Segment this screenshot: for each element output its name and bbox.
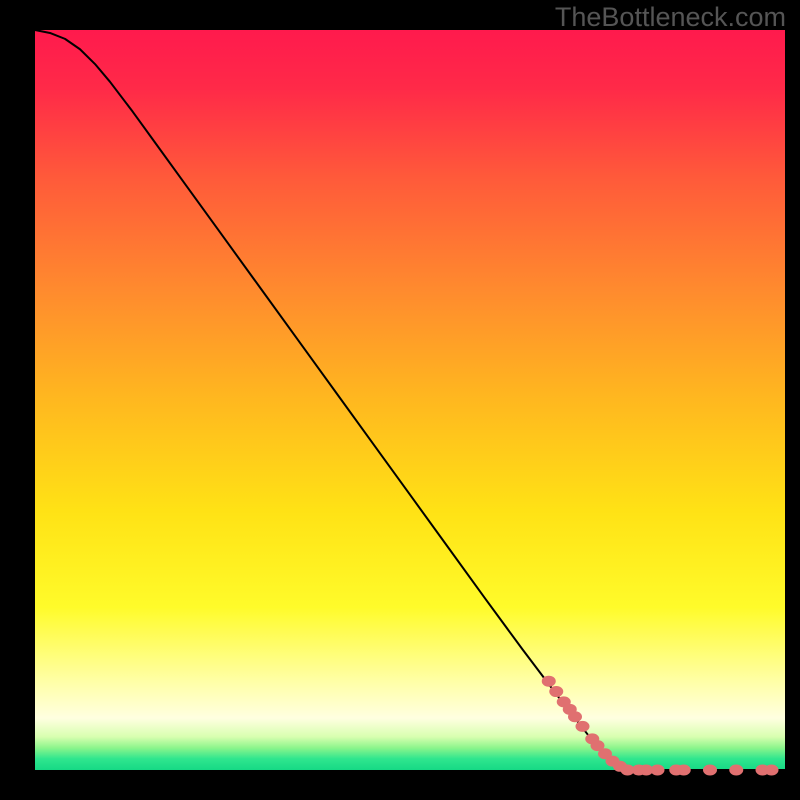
data-marker	[765, 765, 779, 776]
chart-svg	[35, 30, 785, 770]
data-marker	[576, 721, 590, 732]
data-marker	[703, 765, 717, 776]
data-marker	[729, 765, 743, 776]
bottleneck-curve	[35, 30, 785, 770]
data-marker	[651, 765, 665, 776]
plot-area	[35, 30, 785, 770]
watermark-label: TheBottleneck.com	[555, 2, 786, 33]
data-marker	[542, 676, 556, 687]
marker-group	[542, 676, 779, 776]
data-marker	[677, 765, 691, 776]
data-marker	[549, 686, 563, 697]
data-marker	[568, 711, 582, 722]
chart-canvas: TheBottleneck.com	[0, 0, 800, 800]
